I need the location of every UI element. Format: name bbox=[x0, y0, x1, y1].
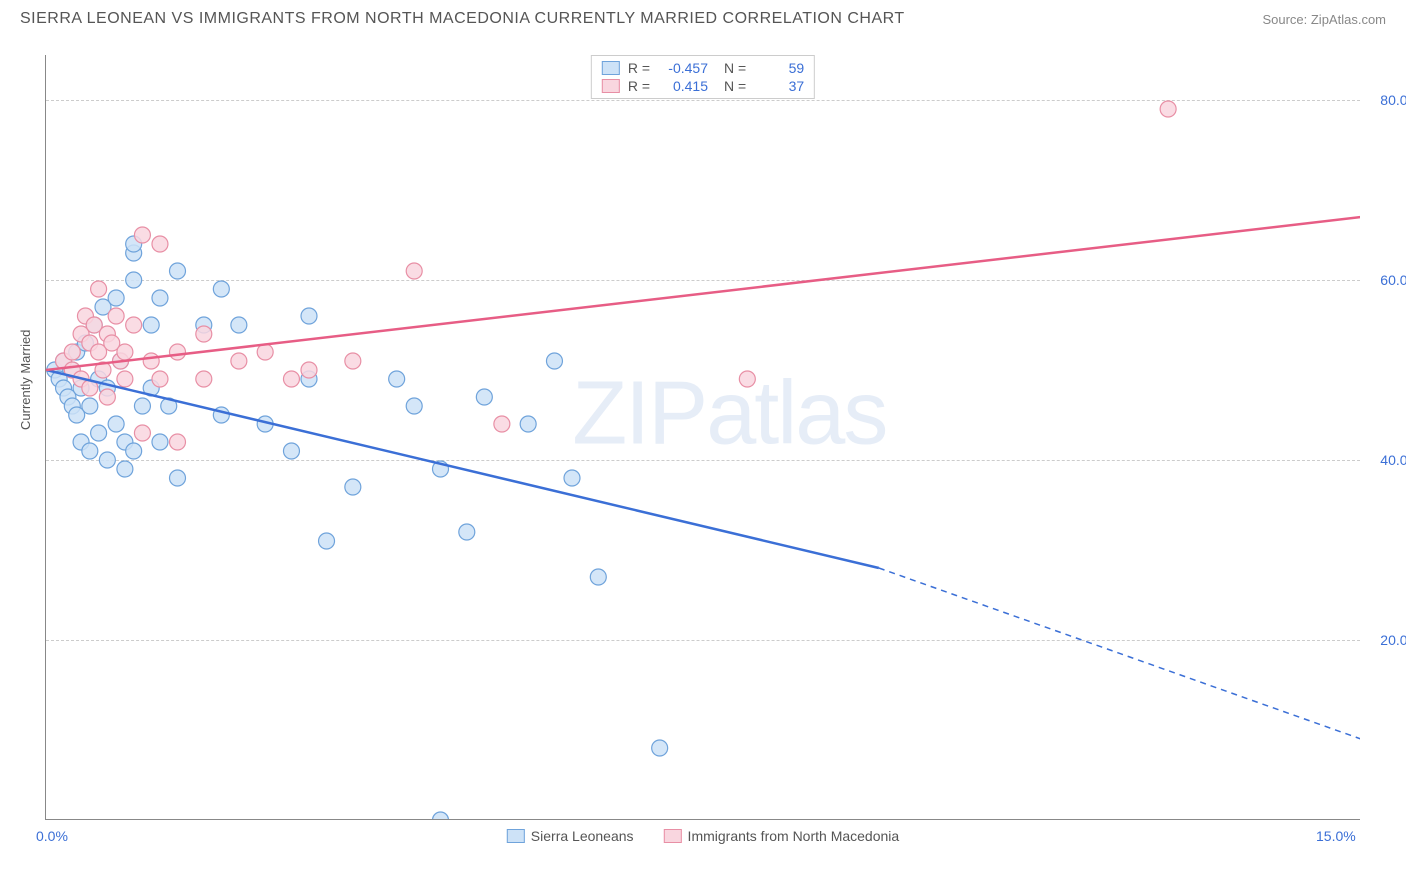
chart-plot-area: ZIPatlas R = -0.457 N = 59 R = 0.415 N =… bbox=[45, 55, 1360, 820]
legend-row: R = 0.415 N = 37 bbox=[602, 78, 804, 94]
legend-row: R = -0.457 N = 59 bbox=[602, 60, 804, 76]
legend-r-value: -0.457 bbox=[658, 60, 708, 76]
y-tick-label: 80.0% bbox=[1380, 92, 1406, 108]
legend-item: Sierra Leoneans bbox=[507, 828, 634, 844]
legend-r-value: 0.415 bbox=[658, 78, 708, 94]
swatch-icon bbox=[602, 79, 620, 93]
correlation-legend: R = -0.457 N = 59 R = 0.415 N = 37 bbox=[591, 55, 815, 99]
legend-label: Immigrants from North Macedonia bbox=[688, 828, 900, 844]
swatch-icon bbox=[602, 61, 620, 75]
swatch-icon bbox=[664, 829, 682, 843]
legend-label: Sierra Leoneans bbox=[531, 828, 634, 844]
x-tick-label: 0.0% bbox=[36, 828, 68, 844]
legend-n-label: N = bbox=[724, 60, 746, 76]
swatch-icon bbox=[507, 829, 525, 843]
y-tick-label: 60.0% bbox=[1380, 272, 1406, 288]
legend-n-label: N = bbox=[724, 78, 746, 94]
x-tick-label: 15.0% bbox=[1316, 828, 1356, 844]
y-axis-label: Currently Married bbox=[18, 330, 33, 430]
series-legend: Sierra Leoneans Immigrants from North Ma… bbox=[507, 828, 899, 844]
legend-item: Immigrants from North Macedonia bbox=[664, 828, 900, 844]
scatter-svg bbox=[46, 55, 1360, 819]
legend-n-value: 59 bbox=[754, 60, 804, 76]
y-tick-label: 40.0% bbox=[1380, 452, 1406, 468]
legend-n-value: 37 bbox=[754, 78, 804, 94]
y-tick-label: 20.0% bbox=[1380, 632, 1406, 648]
chart-title: SIERRA LEONEAN VS IMMIGRANTS FROM NORTH … bbox=[20, 10, 905, 28]
legend-r-label: R = bbox=[628, 78, 650, 94]
source-label: Source: ZipAtlas.com bbox=[1262, 12, 1386, 27]
legend-r-label: R = bbox=[628, 60, 650, 76]
